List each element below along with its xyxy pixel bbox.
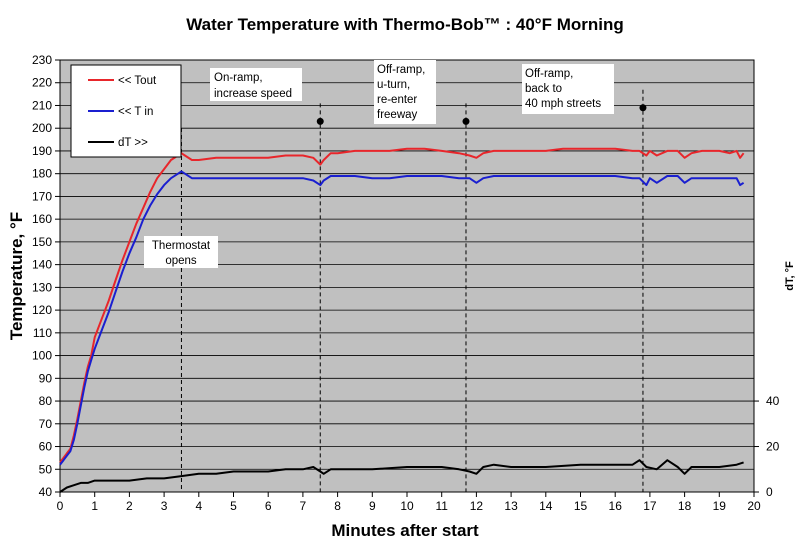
y-tick-label: 170	[32, 189, 52, 203]
y-tick-label: 150	[32, 235, 52, 249]
annotation-on-ramp-line-1: On-ramp,	[214, 72, 263, 84]
annotation-streets-line-3: 40 mph streets	[525, 98, 601, 110]
annotation-u-turn-line-2: u-turn,	[377, 79, 410, 91]
x-tick-label: 15	[574, 499, 588, 513]
y-tick-label: 40	[39, 485, 53, 499]
x-tick-label: 14	[539, 499, 553, 513]
y-tick-label: 70	[39, 417, 53, 431]
y-tick-label: 230	[32, 53, 52, 67]
annotation-on-ramp: On-ramp, increase speed	[210, 68, 302, 101]
x-tick-label: 0	[57, 499, 64, 513]
annotation-lines	[180, 89, 644, 492]
legend-label-tin: << T in	[118, 106, 153, 118]
legend: << Tout << T in dT >>	[70, 64, 182, 158]
y-axis-label: Temperature, °F	[7, 212, 26, 340]
x-tick-label: 18	[678, 499, 692, 513]
y-tick-label: 120	[32, 303, 52, 317]
x-tick-label: 9	[369, 499, 376, 513]
annotation-u-turn-box	[374, 60, 436, 124]
x-tick-label: 11	[435, 499, 448, 513]
series-line-tout	[59, 147, 745, 464]
annotation-thermostat-line-2: opens	[165, 255, 197, 267]
series-line-dt	[59, 459, 744, 493]
y-tick-label: 100	[32, 349, 52, 363]
y-tick-label: 80	[39, 394, 53, 408]
annotation-streets-box	[522, 64, 614, 114]
series-line-tin	[59, 170, 745, 466]
annotation-u-turn: Off-ramp, u-turn, re-enter freeway	[374, 60, 436, 124]
chart-title: Water Temperature with Thermo-Bob™ : 40°…	[186, 15, 623, 34]
y-tick-label: 130	[32, 280, 52, 294]
legend-label-dt: dT >>	[118, 137, 148, 149]
annotation-dot-2	[462, 117, 470, 125]
x-tick-label: 17	[643, 499, 657, 513]
x-tick-label: 16	[609, 499, 623, 513]
x-axis-label: Minutes after start	[331, 521, 479, 540]
y-tick-label: 140	[32, 258, 52, 272]
y-tick-label: 220	[32, 76, 52, 90]
x-tick-label: 3	[161, 499, 168, 513]
annotation-u-turn-line-4: freeway	[377, 109, 418, 121]
y2-tick-label: 20	[766, 440, 780, 454]
x-tick-label: 7	[300, 499, 307, 513]
y-tick-label: 50	[39, 462, 53, 476]
x-tick-label: 2	[126, 499, 133, 513]
x-tick-label: 1	[91, 499, 98, 513]
legend-label-tout: << Tout	[118, 75, 157, 87]
x-tick-label: 4	[195, 499, 202, 513]
y2-axis-label: dT, °F	[784, 261, 796, 291]
annotation-thermostat-box	[144, 236, 218, 268]
annotation-thermostat: Thermostat opens	[144, 236, 218, 268]
x-tick-label: 8	[334, 499, 341, 513]
annotation-dot-3	[639, 104, 647, 112]
x-tick-label: 10	[400, 499, 414, 513]
y2-tick-label: 0	[766, 485, 773, 499]
y2-tick-label: 40	[766, 394, 780, 408]
series-group	[59, 147, 745, 493]
annotation-on-ramp-box	[210, 68, 302, 101]
annotation-streets: Off-ramp, back to 40 mph streets	[522, 64, 614, 114]
x-axis-ticks: 0 1 2 3 4 5 6 7 8 9 10 11 12 13 14 15 16 17 18 19 20	[57, 492, 761, 513]
x-tick-label: 19	[713, 499, 727, 513]
y-tick-label: 90	[39, 371, 53, 385]
annotation-streets-line-1: Off-ramp,	[525, 68, 573, 80]
y-axis-ticks: 40 50 60 70 80 90 100 110 120 130 140 150 160 170 180 1…	[32, 53, 60, 499]
annotation-u-turn-line-1: Off-ramp,	[377, 64, 425, 76]
y-tick-label: 210	[32, 98, 52, 112]
y-tick-label: 200	[32, 121, 52, 135]
annotation-dots	[316, 104, 647, 125]
y-tick-label: 190	[32, 144, 52, 158]
y-tick-label: 110	[33, 326, 52, 340]
annotation-thermostat-line-1: Thermostat	[152, 240, 211, 252]
y-tick-label: 180	[32, 167, 52, 181]
y2-axis-ticks: 0 20 40	[754, 394, 780, 499]
x-tick-label: 13	[504, 499, 518, 513]
x-tick-label: 12	[470, 499, 484, 513]
x-tick-label: 20	[747, 499, 761, 513]
annotation-streets-line-2: back to	[525, 83, 562, 95]
x-tick-label: 5	[230, 499, 237, 513]
y-tick-label: 160	[32, 212, 52, 226]
annotation-on-ramp-line-2: increase speed	[214, 88, 292, 100]
y-tick-label: 60	[39, 440, 53, 454]
annotation-u-turn-line-3: re-enter	[377, 94, 417, 106]
annotation-dot-1	[316, 117, 324, 125]
x-tick-label: 6	[265, 499, 272, 513]
